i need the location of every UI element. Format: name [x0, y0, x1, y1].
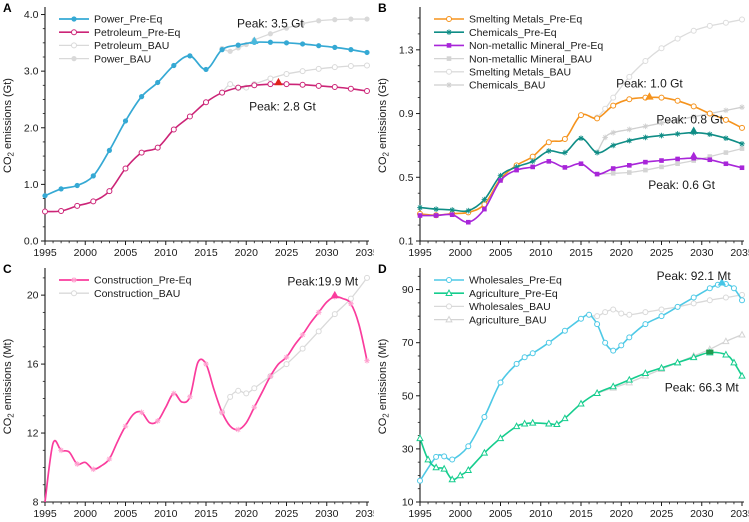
- svg-text:2035: 2035: [355, 508, 374, 520]
- svg-text:4.0: 4.0: [24, 9, 39, 21]
- panel-c-chart: 1995 2000 2005 2010 2015 2020 2025 2030 2035 8 12 1…: [2, 268, 374, 520]
- svg-text:2.0: 2.0: [24, 122, 39, 134]
- svg-text:Construction_Pre-Eq: Construction_Pre-Eq: [94, 275, 192, 287]
- svg-text:12: 12: [27, 428, 39, 440]
- svg-text:Construction_BAU: Construction_BAU: [94, 288, 180, 300]
- svg-text:0.1: 0.1: [399, 236, 414, 248]
- svg-text:Power_Pre-Eq: Power_Pre-Eq: [94, 14, 162, 26]
- svg-text:1.3: 1.3: [399, 44, 414, 56]
- svg-text:Agriculture_Pre-Eq: Agriculture_Pre-Eq: [469, 288, 558, 300]
- svg-text:2035: 2035: [730, 508, 749, 520]
- svg-text:90: 90: [402, 284, 414, 296]
- svg-text:2005: 2005: [114, 508, 138, 520]
- svg-text:2000: 2000: [74, 247, 98, 259]
- svg-text:Smelting Metals_Pre-Eq: Smelting Metals_Pre-Eq: [469, 14, 582, 26]
- svg-text:CO2 emissions (Mt): CO2 emissions (Mt): [377, 339, 391, 435]
- svg-text:2025: 2025: [275, 247, 299, 259]
- svg-text:2030: 2030: [690, 247, 714, 259]
- svg-text:CO2 emissions (Gt): CO2 emissions (Gt): [377, 78, 391, 173]
- svg-text:2015: 2015: [569, 247, 593, 259]
- svg-text:3.0: 3.0: [24, 66, 39, 78]
- svg-text:20: 20: [27, 290, 39, 302]
- svg-text:2020: 2020: [235, 508, 259, 520]
- panel-b-chart: 1995 2000 2005 2010 2015 2020 2025 2030 2035 0.1 0…: [377, 7, 749, 259]
- svg-text:Smelting Metals_BAU: Smelting Metals_BAU: [469, 67, 571, 79]
- svg-text:10: 10: [402, 497, 414, 509]
- panel-d-letter: D: [378, 262, 387, 276]
- svg-text:16: 16: [27, 359, 39, 371]
- svg-text:CO2 emissions (Mt): CO2 emissions (Mt): [2, 339, 16, 435]
- panel-a-letter: A: [3, 1, 12, 15]
- svg-text:2030: 2030: [315, 247, 339, 259]
- svg-text:CO2 emissions (Gt): CO2 emissions (Gt): [2, 78, 16, 173]
- panel-a-chart: 1995 2000 2005 2010 2015 2020 2025 2030 2035 0.0 1…: [2, 7, 374, 259]
- svg-text:2030: 2030: [315, 508, 339, 520]
- svg-text:2025: 2025: [650, 508, 674, 520]
- svg-text:Peak: 2.8 Gt: Peak: 2.8 Gt: [249, 99, 316, 113]
- svg-text:2005: 2005: [489, 247, 513, 259]
- svg-text:0.0: 0.0: [24, 236, 39, 248]
- svg-text:Peak: 3.5 Gt: Peak: 3.5 Gt: [237, 17, 304, 31]
- svg-text:2035: 2035: [730, 247, 749, 259]
- svg-text:Wholesales_BAU: Wholesales_BAU: [469, 301, 551, 313]
- svg-text:Non-metallic Mineral_BAU: Non-metallic Mineral_BAU: [469, 53, 592, 65]
- svg-text:2020: 2020: [235, 247, 259, 259]
- svg-text:Power_BAU: Power_BAU: [94, 53, 151, 65]
- panel-b-industry: B 1995 2000 2005 2010 2015 2020 2025 2030 2035 0.…: [375, 0, 749, 261]
- svg-text:2030: 2030: [690, 508, 714, 520]
- svg-text:Agriculture_BAU: Agriculture_BAU: [469, 314, 547, 326]
- svg-text:2000: 2000: [449, 247, 473, 259]
- svg-text:2020: 2020: [610, 508, 634, 520]
- svg-text:2015: 2015: [569, 508, 593, 520]
- svg-text:2005: 2005: [114, 247, 138, 259]
- svg-text:Peak: 66.3 Mt: Peak: 66.3 Mt: [665, 380, 740, 394]
- svg-text:Peak:19.9 Mt: Peak:19.9 Mt: [287, 275, 358, 289]
- svg-text:2005: 2005: [489, 508, 513, 520]
- svg-text:Chemicals_BAU: Chemicals_BAU: [469, 80, 545, 92]
- svg-text:2010: 2010: [154, 508, 178, 520]
- svg-text:Peak: 0.8 Gt: Peak: 0.8 Gt: [656, 113, 723, 127]
- svg-text:2010: 2010: [529, 508, 553, 520]
- panel-d-wholesales-agriculture: D 1995 2000 2005 2010 2015 2020 2025 2030 2035 10…: [375, 261, 749, 522]
- svg-text:Non-metallic Mineral_Pre-Eq: Non-metallic Mineral_Pre-Eq: [469, 40, 603, 52]
- panel-a-power-petroleum: A 1995 2000 2005 2010 2015 2020 2025 2030 2035 0.…: [0, 0, 374, 261]
- panel-d-chart: 1995 2000 2005 2010 2015 2020 2025 2030 2035 10 30…: [377, 268, 749, 520]
- svg-text:2000: 2000: [449, 508, 473, 520]
- svg-text:2010: 2010: [529, 247, 553, 259]
- svg-text:2025: 2025: [650, 247, 674, 259]
- svg-text:0.9: 0.9: [399, 108, 414, 120]
- svg-text:Peak: 1.0 Gt: Peak: 1.0 Gt: [616, 76, 683, 90]
- svg-text:1.0: 1.0: [24, 179, 39, 191]
- svg-text:Petroleum_BAU: Petroleum_BAU: [94, 40, 169, 52]
- svg-text:8: 8: [33, 497, 39, 509]
- panel-c-letter: C: [3, 262, 12, 276]
- svg-text:30: 30: [402, 443, 414, 455]
- svg-text:2015: 2015: [194, 247, 218, 259]
- svg-text:2025: 2025: [275, 508, 299, 520]
- svg-text:1995: 1995: [33, 508, 57, 520]
- svg-text:2035: 2035: [355, 247, 374, 259]
- svg-text:Peak: 0.6 Gt: Peak: 0.6 Gt: [648, 178, 715, 192]
- svg-text:70: 70: [402, 337, 414, 349]
- svg-text:1995: 1995: [33, 247, 57, 259]
- svg-text:Wholesales_Pre-Eq: Wholesales_Pre-Eq: [469, 275, 562, 287]
- svg-text:0.5: 0.5: [399, 172, 414, 184]
- svg-text:Petroleum_Pre-Eq: Petroleum_Pre-Eq: [94, 27, 181, 39]
- svg-text:1995: 1995: [408, 247, 432, 259]
- svg-text:1995: 1995: [408, 508, 432, 520]
- panel-b-letter: B: [378, 1, 387, 15]
- svg-text:50: 50: [402, 390, 414, 402]
- svg-text:2000: 2000: [74, 508, 98, 520]
- svg-text:Peak: 92.1 Mt: Peak: 92.1 Mt: [657, 269, 732, 283]
- svg-text:2010: 2010: [154, 247, 178, 259]
- svg-text:2015: 2015: [194, 508, 218, 520]
- panel-c-construction: C 19952000200520102015202020252030203581…: [0, 261, 374, 522]
- svg-text:2020: 2020: [610, 247, 634, 259]
- svg-text:Chemicals_Pre-Eq: Chemicals_Pre-Eq: [469, 27, 557, 39]
